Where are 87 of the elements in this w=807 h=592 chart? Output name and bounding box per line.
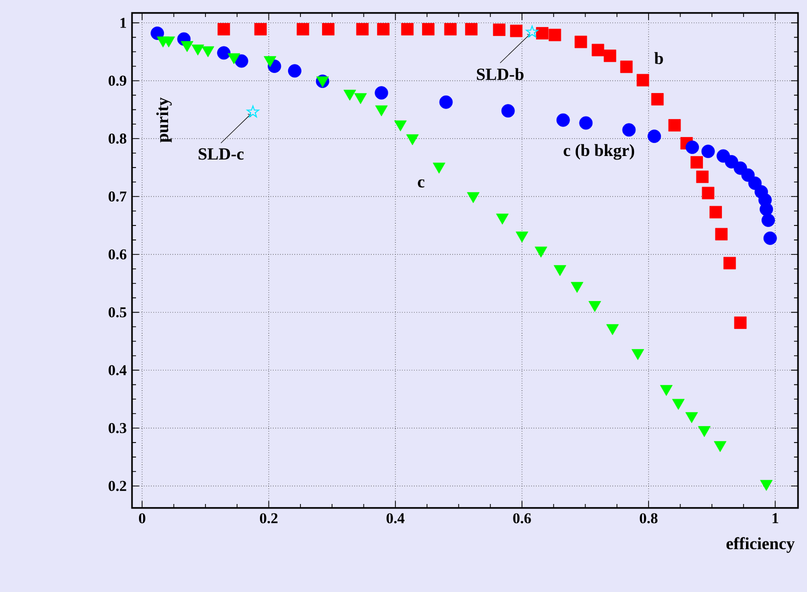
point (526, 26, 538, 38)
point (648, 130, 661, 143)
point (432, 162, 446, 174)
point (296, 22, 310, 36)
point (723, 256, 736, 270)
point (439, 95, 453, 109)
point (714, 441, 726, 452)
point (762, 214, 775, 227)
point (686, 140, 699, 154)
point (556, 113, 570, 127)
point (606, 324, 619, 336)
point (377, 22, 390, 36)
y-tick-label: 0.2 (108, 480, 126, 492)
point (492, 24, 506, 36)
point (715, 228, 728, 240)
point (375, 105, 388, 116)
point (702, 186, 714, 200)
y-tick-label: 0.5 (108, 307, 126, 318)
annotation: SLD-c (198, 148, 244, 160)
y-tick-label: 0.4 (108, 365, 127, 376)
point (534, 246, 548, 258)
point (254, 22, 267, 36)
point (548, 28, 562, 42)
point (374, 86, 388, 100)
point (760, 202, 774, 216)
y-tick-label: 0.3 (108, 423, 126, 434)
point (734, 316, 747, 329)
point (685, 412, 698, 424)
point (246, 105, 260, 118)
point (660, 385, 673, 396)
point (588, 301, 602, 312)
point (701, 144, 715, 158)
point (465, 22, 478, 36)
series-label: c (b bkgr) (564, 144, 634, 160)
x-tick-label: 0.8 (640, 513, 658, 524)
y-tick-label: 1 (120, 18, 126, 28)
y-tick-label: 0.6 (108, 249, 126, 260)
point (501, 104, 515, 118)
point (356, 22, 369, 36)
x-tick-label: 0 (138, 513, 146, 524)
point (636, 74, 650, 86)
point (710, 206, 722, 218)
point (516, 232, 528, 242)
point (401, 22, 414, 36)
point (668, 119, 681, 132)
point (763, 231, 777, 245)
point (592, 44, 604, 56)
point (422, 22, 434, 36)
point (554, 265, 566, 276)
y-axis-title: purity (156, 97, 172, 142)
point (234, 54, 248, 68)
point (760, 480, 773, 491)
point (322, 22, 334, 36)
x-tick-label: 0.2 (260, 513, 278, 524)
point (536, 27, 548, 40)
point (748, 176, 762, 190)
x-axis-title: efficiency (726, 537, 795, 553)
point (218, 22, 230, 36)
point (217, 46, 231, 60)
point (570, 282, 584, 293)
point (579, 116, 593, 130)
series-label: c (418, 179, 424, 188)
y-tick-label: 0.9 (108, 76, 126, 86)
point (406, 134, 419, 146)
point (604, 50, 616, 62)
point (288, 64, 302, 78)
point (444, 22, 457, 36)
point (394, 120, 407, 132)
point (622, 123, 636, 137)
point (510, 24, 522, 38)
x-tick-label: 0.4 (386, 513, 404, 524)
series-label: b (654, 52, 663, 64)
point (651, 93, 664, 106)
y-tick-label: 0.8 (108, 134, 126, 144)
point (496, 214, 509, 225)
point (690, 156, 703, 169)
annotation: SLD-b (476, 68, 524, 80)
point (698, 426, 711, 438)
point (696, 170, 709, 184)
point (620, 60, 633, 74)
x-tick-label: 0.6 (513, 513, 531, 524)
point (632, 349, 644, 360)
y-tick-label: 0.7 (108, 191, 126, 202)
point (466, 192, 480, 204)
x-tick-label: 1 (772, 513, 778, 524)
point (574, 36, 588, 48)
point (672, 398, 685, 410)
